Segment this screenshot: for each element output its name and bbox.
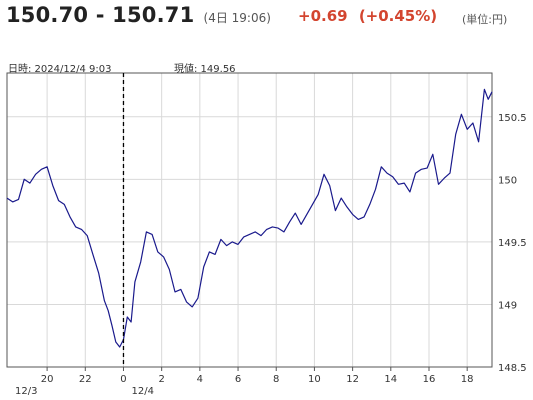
x-tick-label: 4 (197, 374, 203, 385)
x-tick-label: 18 (461, 374, 474, 385)
y-tick-label: 150 (498, 175, 517, 186)
x-tick-label: 16 (423, 374, 436, 385)
chart-grid (7, 73, 492, 368)
y-axis-ticks: 148.5 149 149.5 150 150.5 (498, 113, 527, 374)
price-change: +0.69 (+0.45%) (298, 7, 437, 25)
y-tick-label: 149 (498, 300, 517, 311)
price-line (6, 88, 493, 348)
x-tick-label: 10 (308, 374, 321, 385)
quote-header: 150.70 - 150.71 (4日 19:06) (6, 3, 271, 33)
cursor-value: 現値: 149.56 (174, 64, 236, 75)
change-value: +0.69 (298, 7, 348, 25)
x-tick-label: 20 (41, 374, 54, 385)
y-tick-label: 150.5 (498, 113, 527, 124)
x-tick-label: 12 (346, 374, 359, 385)
y-tick-label: 149.5 (498, 238, 527, 249)
plot-frame (6, 72, 493, 368)
x-tick-label: 14 (384, 374, 397, 385)
x-date-label: 12/3 (15, 386, 37, 397)
cursor-datetime: 日時: 2024/12/4 9:03 (8, 64, 112, 75)
x-date-label: 12/4 (131, 386, 153, 397)
y-tick-label: 148.5 (498, 363, 527, 374)
x-tick-label: 2 (158, 374, 164, 385)
change-percent: (+0.45%) (358, 7, 438, 25)
x-tick-label: 6 (235, 374, 241, 385)
unit-label: (単位:円) (462, 13, 508, 26)
x-tick-label: 22 (79, 374, 92, 385)
quote-timestamp: (4日 19:06) (203, 11, 271, 25)
bid-ask-price: 150.70 - 150.71 (6, 3, 195, 27)
x-tick-label: 8 (273, 374, 279, 385)
x-tick-label: 0 (120, 374, 126, 385)
x-axis-ticks: 20 22 0 2 4 6 8 10 12 14 16 18 12/3 12/4 (15, 367, 474, 397)
